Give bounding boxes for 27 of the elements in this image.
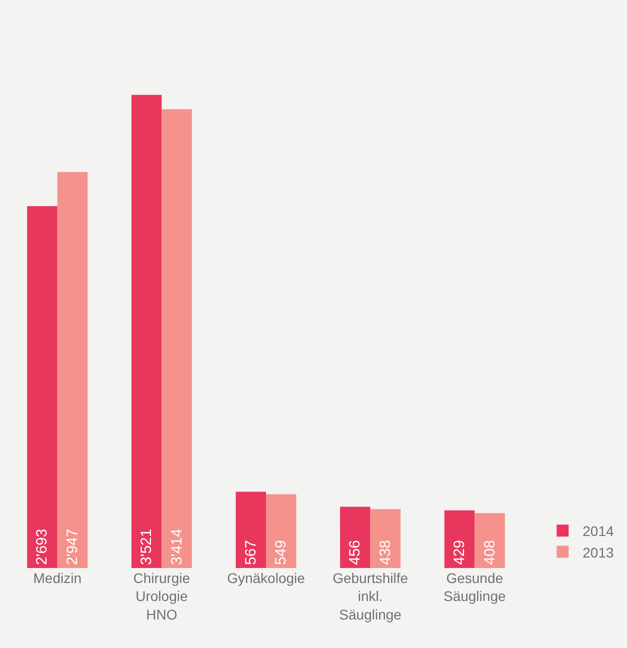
data-label: 2'693	[34, 528, 51, 565]
data-label: 2'947	[64, 528, 81, 565]
data-label: 429	[451, 540, 468, 565]
data-label: 3'414	[168, 528, 186, 565]
bar	[162, 109, 192, 568]
legend-label: 2013	[582, 544, 614, 560]
bar	[370, 509, 401, 568]
bar	[57, 172, 88, 568]
bar	[444, 510, 475, 568]
data-label: 549	[272, 540, 290, 565]
bar	[340, 506, 370, 568]
x-tick-label: Geburtshilfe inkl. Säuglinge	[332, 570, 408, 622]
data-label: 567	[242, 540, 260, 565]
data-label: 408	[481, 540, 498, 565]
x-tick-label: Medizin	[33, 570, 82, 586]
data-label: 3'521	[138, 528, 156, 565]
x-tick-label: Gesunde Säuglinge	[443, 570, 506, 604]
x-tick-label: Chirurgie Urologie HNO	[133, 570, 190, 622]
data-label: 456	[346, 540, 364, 565]
bar	[27, 206, 58, 568]
bar	[131, 94, 162, 568]
bar	[474, 513, 505, 568]
bar	[266, 494, 296, 568]
bar	[236, 492, 266, 568]
legend-label: 2014	[582, 523, 614, 540]
data-label: 438	[376, 540, 394, 565]
x-tick-label: Gynäkologie	[227, 570, 306, 586]
